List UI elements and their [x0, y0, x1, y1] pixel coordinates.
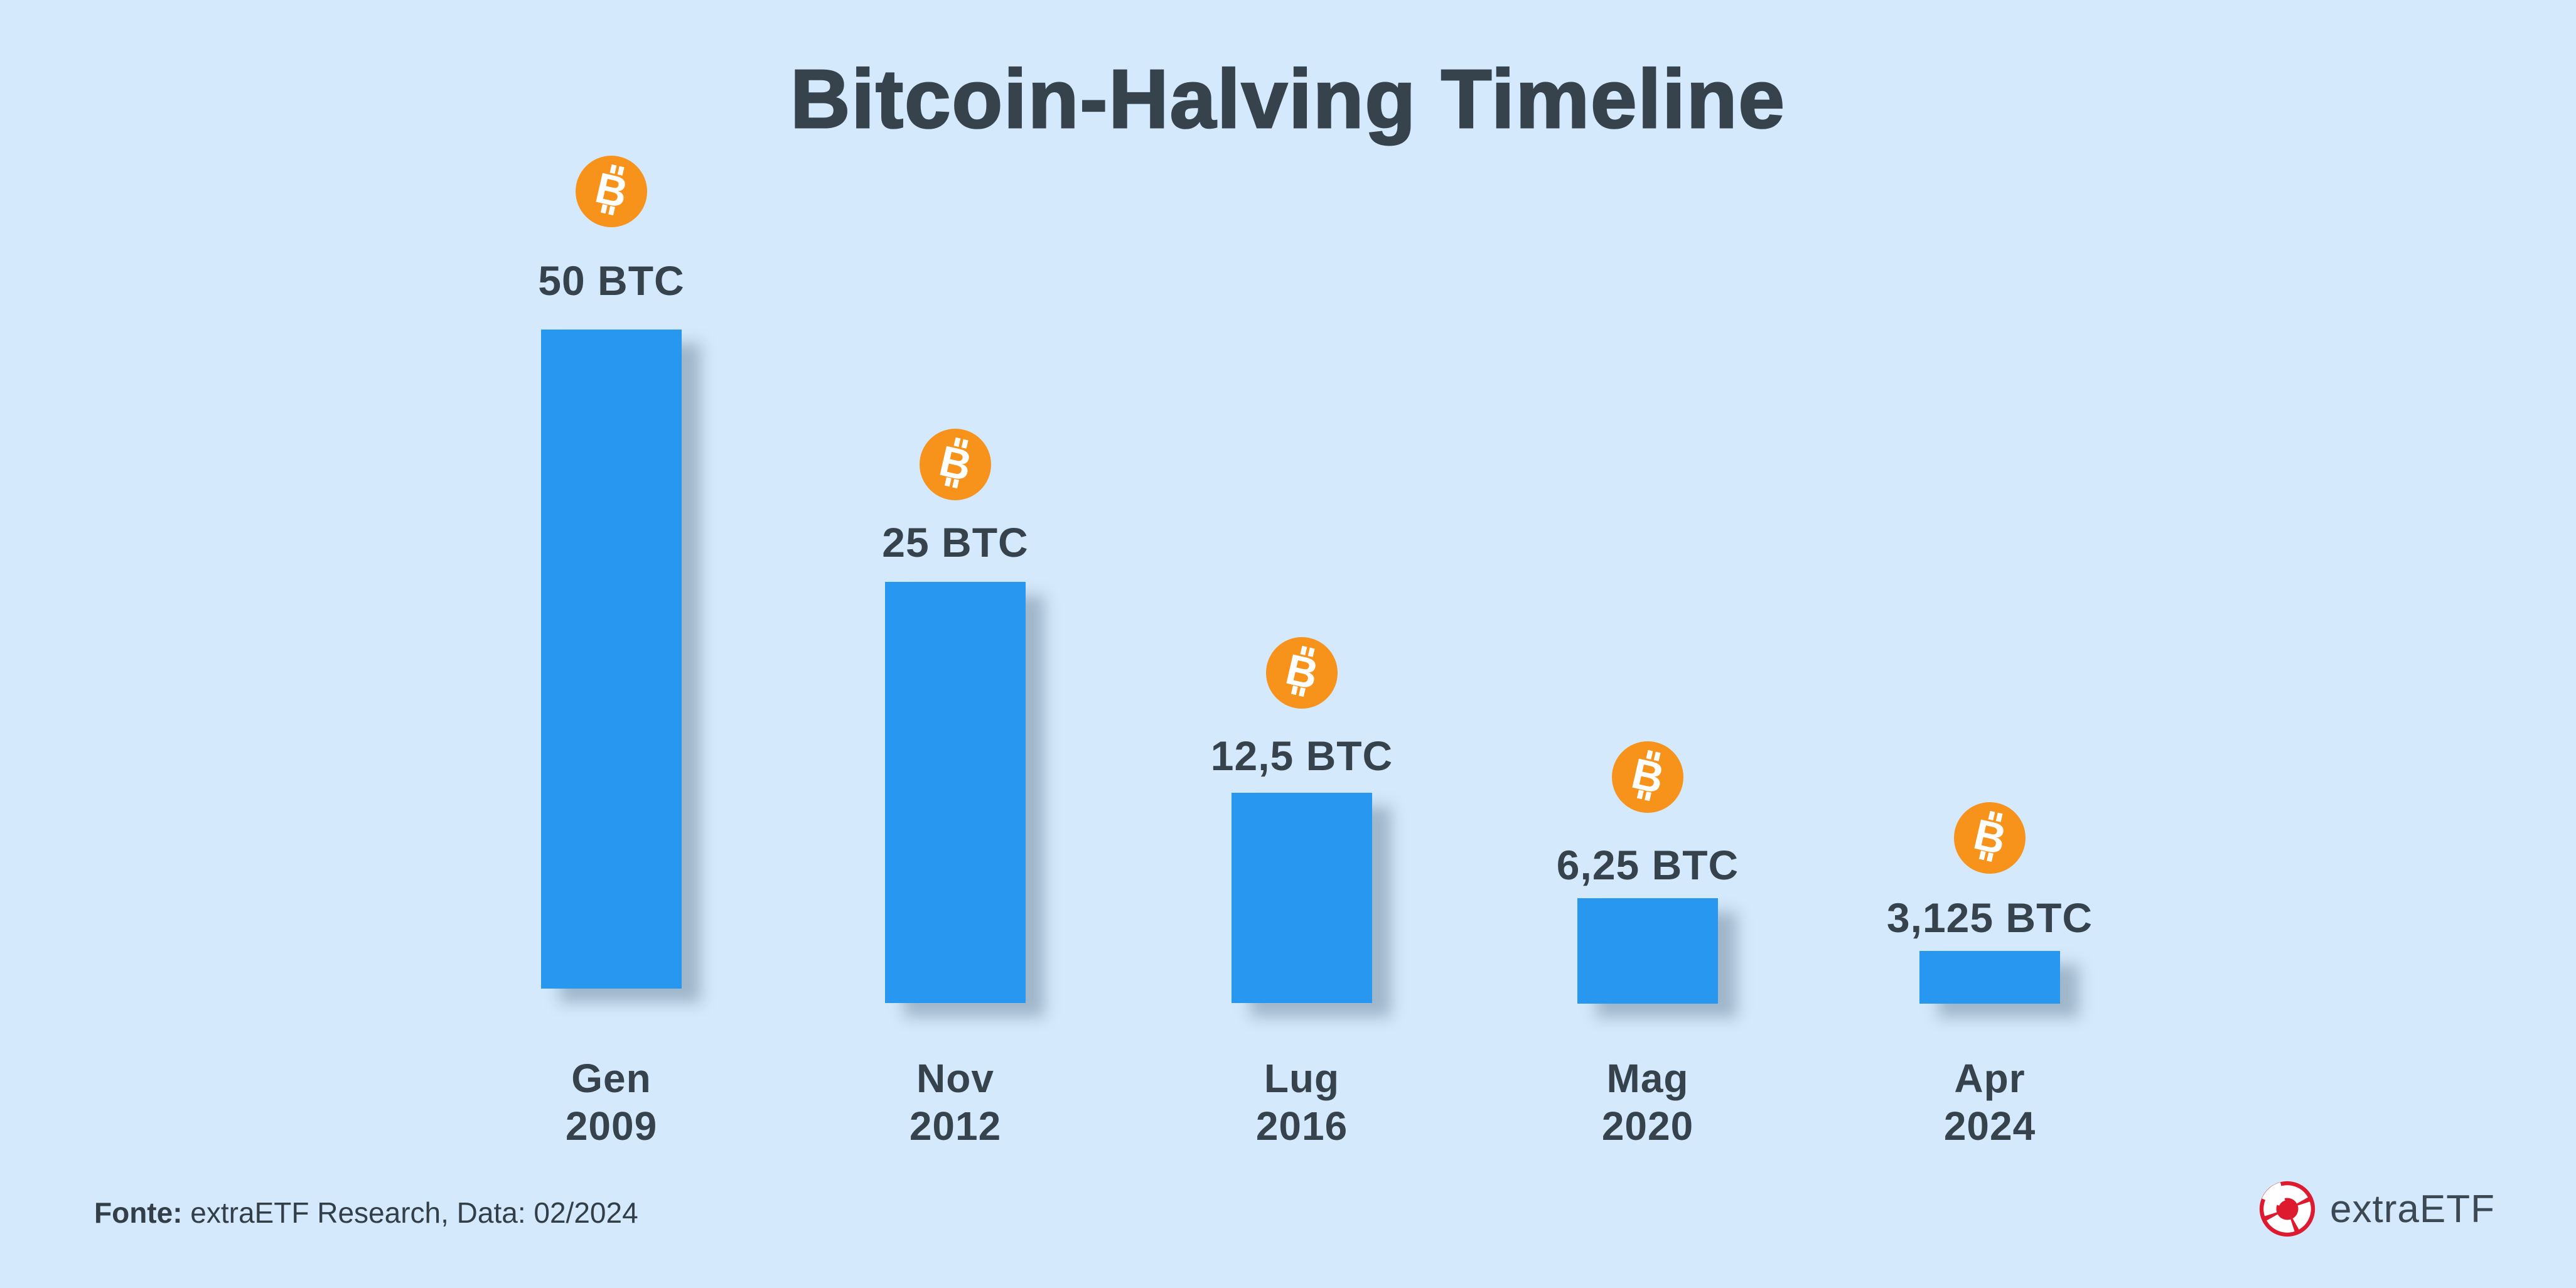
month-label: Apr [1954, 1056, 2026, 1101]
source-note: Fonte: extraETF Research, Data: 02/2024 [94, 1196, 638, 1230]
extraetf-logo-text: extraETF [2330, 1187, 2495, 1232]
chart-title: Bitcoin-Halving Timeline [790, 52, 1786, 146]
source-text: extraETF Research, Data: 02/2024 [190, 1196, 638, 1229]
category-label: Nov 2012 [754, 1055, 1156, 1150]
month-label: Gen [571, 1056, 652, 1101]
month-label: Mag [1606, 1056, 1689, 1101]
value-label: 3,125 BTC [1886, 894, 2093, 941]
year-label: 2009 [565, 1103, 658, 1149]
month-label: Nov [916, 1056, 994, 1101]
bar [885, 582, 1026, 1003]
bitcoin-icon: B [920, 429, 991, 500]
year-label: 2012 [909, 1103, 1002, 1149]
logo-text-extra: extra [2330, 1187, 2420, 1231]
bitcoin-icon: B [1266, 637, 1338, 709]
bitcoin-icon: B [1612, 741, 1683, 813]
extraetf-logo-mark-icon [2259, 1181, 2316, 1237]
month-label: Lug [1264, 1056, 1340, 1101]
year-label: 2024 [1943, 1103, 2036, 1149]
bitcoin-icon: B [576, 156, 647, 227]
bar [1919, 951, 2060, 1004]
category-label: Apr 2024 [1789, 1055, 2191, 1150]
value-label: 12,5 BTC [1210, 733, 1393, 779]
extraetf-logo: extraETF [2258, 1180, 2495, 1238]
year-label: 2016 [1255, 1103, 1348, 1149]
value-label: 25 BTC [882, 519, 1029, 566]
year-label: 2020 [1601, 1103, 1694, 1149]
category-label: Lug 2016 [1101, 1055, 1503, 1150]
bar [1232, 793, 1372, 1003]
bar [1577, 898, 1718, 1004]
value-label: 6,25 BTC [1556, 842, 1739, 888]
category-label: Gen 2009 [411, 1055, 812, 1150]
source-label: Fonte: [94, 1196, 183, 1229]
value-label: 50 BTC [538, 257, 685, 304]
logo-text-etf: ETF [2419, 1187, 2495, 1231]
bitcoin-icon: B [1954, 802, 2026, 874]
category-label: Mag 2020 [1447, 1055, 1849, 1150]
bar [541, 330, 682, 989]
